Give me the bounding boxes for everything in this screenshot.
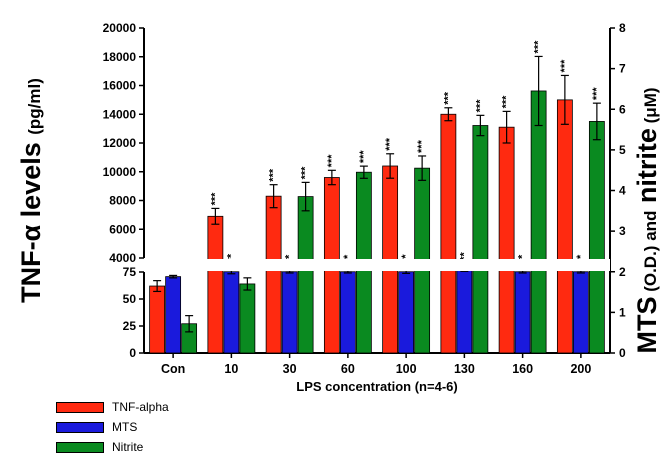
significance-tnfalpha: ***: [209, 192, 221, 206]
significance-nitrite: ***: [533, 40, 545, 54]
y-right-tick-label: 2: [619, 265, 626, 279]
bar-nitrite: [588, 121, 605, 354]
y-left-upper-tick-label: 20000: [103, 21, 137, 35]
x-tick-label: 130: [454, 362, 475, 376]
y-left-lower-tick-label: 0: [129, 346, 136, 360]
y-right-tick-label: 6: [619, 102, 626, 116]
y-right-tick-label: 7: [619, 62, 626, 76]
y-axis-label-left: TNF-α levels (pg/ml): [16, 78, 46, 303]
legend-swatch-nitrite: [56, 441, 104, 453]
legend-label-tnf: TNF-alpha: [112, 400, 169, 414]
significance-tnfalpha: ***: [384, 137, 396, 151]
bar-tnfalpha: [440, 113, 457, 354]
significance-tnfalpha: ***: [559, 59, 571, 73]
bar-tnfalpha: [265, 195, 282, 354]
y-axis-label-right-part: (μM): [641, 87, 660, 128]
bar-mts: [165, 276, 182, 354]
y-left-lower-tick-label: 75: [123, 265, 137, 279]
y-axis-label-right-part: nitrite: [632, 128, 662, 211]
legend-item-nitrite: Nitrite: [56, 437, 169, 457]
y-right-tick-label: 3: [619, 224, 626, 238]
significance-tnfalpha: ***: [501, 95, 513, 109]
legend-swatch-tnf: [56, 401, 104, 413]
y-left-upper-tick-label: 8000: [109, 194, 136, 208]
y-right-tick-label: 4: [619, 184, 626, 198]
legend-swatch-mts: [56, 421, 104, 433]
x-tick-label: Con: [161, 362, 185, 376]
bar-mts: [281, 271, 298, 354]
y-right-tick-label: 5: [619, 143, 626, 157]
y-left-lower-tick-label: 25: [123, 319, 137, 333]
y-axis-label-right-part: MTS: [632, 297, 662, 354]
significance-tnfalpha: ***: [268, 168, 280, 182]
y-axis-label-left-main: TNF-α levels: [16, 135, 46, 303]
y-left-upper-tick-label: 16000: [103, 79, 137, 93]
significance-nitrite: ***: [300, 166, 312, 180]
y-left-upper-tick-label: 12000: [103, 136, 137, 150]
bar-nitrite: [530, 90, 547, 354]
legend-label-nitrite: Nitrite: [112, 440, 144, 454]
bar-mts: [339, 271, 356, 354]
legend-item-tnf: TNF-alpha: [56, 397, 169, 417]
bar-tnfalpha: [498, 126, 515, 354]
bar-nitrite: [239, 283, 256, 354]
x-tick-label: 30: [283, 362, 297, 376]
y-axis-label-right-part: (O.D.): [641, 246, 660, 297]
y-right-tick-label: 0: [619, 346, 626, 360]
axis-break: [142, 259, 610, 271]
x-axis-label: LPS concentration (n=4-6): [296, 379, 457, 394]
y-left-upper-tick-label: 14000: [103, 107, 137, 121]
y-axis-label-right-part: and: [641, 211, 660, 246]
y-left-upper-tick-label: 6000: [109, 222, 136, 236]
bar-tnfalpha: [207, 215, 224, 354]
significance-nitrite: ***: [416, 139, 428, 153]
legend: TNF-alpha MTS Nitrite: [56, 397, 169, 457]
y-axis-label-right: MTS (O.D.) and nitrite (μM): [632, 87, 662, 353]
significance-nitrite: ***: [358, 150, 370, 164]
y-axis-label-left-unit: (pg/ml): [25, 78, 44, 135]
x-tick-label: 160: [512, 362, 533, 376]
bar-tnfalpha: [556, 99, 573, 354]
bar-mts: [398, 271, 415, 354]
bar-mts: [223, 271, 240, 354]
significance-tnfalpha: ***: [442, 91, 454, 105]
y-left-lower-tick-label: 50: [123, 292, 137, 306]
significance-nitrite: ***: [591, 87, 603, 101]
significance-nitrite: ***: [474, 99, 486, 113]
legend-item-mts: MTS: [56, 417, 169, 437]
bar-tnfalpha: [149, 285, 166, 354]
y-right-tick-label: 1: [619, 305, 626, 319]
significance-tnfalpha: ***: [326, 154, 338, 168]
bar-nitrite: [472, 125, 489, 354]
legend-label-mts: MTS: [112, 420, 138, 434]
bar-mts: [514, 271, 531, 354]
x-tick-label: 60: [341, 362, 355, 376]
y-left-upper-tick-label: 18000: [103, 50, 137, 64]
x-tick-label: 10: [224, 362, 238, 376]
y-left-upper-tick-label: 4000: [109, 251, 136, 265]
x-tick-label: 100: [396, 362, 417, 376]
x-tick-label: 200: [570, 362, 591, 376]
bar-mts: [572, 271, 589, 354]
bar-mts: [456, 269, 473, 354]
y-right-tick-label: 8: [619, 21, 626, 35]
y-left-upper-tick-label: 10000: [103, 165, 137, 179]
bar-nitrite: [297, 196, 314, 354]
